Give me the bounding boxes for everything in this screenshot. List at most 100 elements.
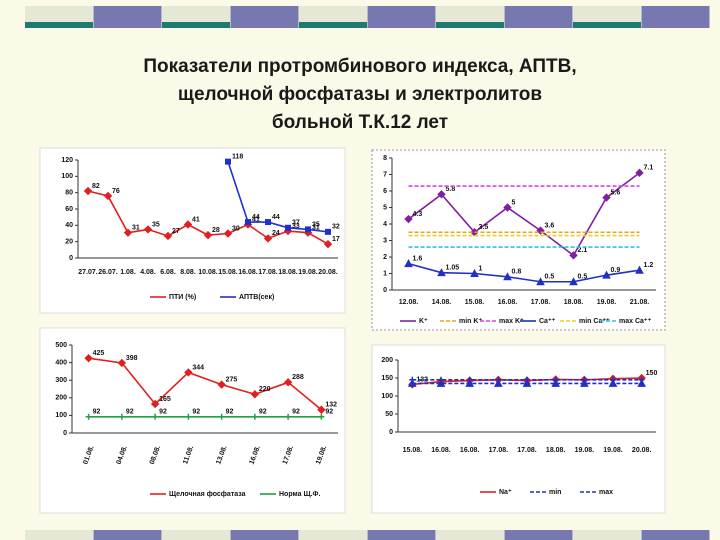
data-label: 27 xyxy=(172,228,180,235)
legend-label: Ca⁺⁺ xyxy=(539,318,556,325)
deco-block xyxy=(25,530,93,540)
marker xyxy=(218,413,225,420)
x-tick-label: 16.08. xyxy=(431,447,451,454)
marker xyxy=(569,251,578,260)
data-label: 1 xyxy=(479,265,483,272)
data-label: 344 xyxy=(192,364,204,371)
marker xyxy=(103,191,113,201)
series-line xyxy=(408,172,640,257)
data-label: 92 xyxy=(192,409,200,416)
deco-block xyxy=(436,530,504,540)
legend-label: АПТВ(сек) xyxy=(239,294,274,301)
marker xyxy=(85,413,92,420)
deco-block xyxy=(367,6,436,28)
marker xyxy=(581,376,588,383)
x-tick-label: 19.08. xyxy=(597,299,617,306)
marker xyxy=(466,376,473,383)
deco-block xyxy=(162,530,230,540)
x-tick-label: 16.08. xyxy=(498,299,518,306)
y-tick-label: 40 xyxy=(65,222,73,229)
marker xyxy=(552,376,559,383)
marker xyxy=(536,277,545,286)
y-tick-label: 0 xyxy=(63,430,67,437)
data-label: 32 xyxy=(332,224,340,231)
marker xyxy=(407,378,417,387)
data-label: 31 xyxy=(312,225,320,232)
data-label: 76 xyxy=(112,188,120,195)
marker xyxy=(183,220,193,229)
deco-block xyxy=(230,6,299,28)
marker xyxy=(409,376,416,383)
data-label: 92 xyxy=(93,409,101,416)
marker xyxy=(117,358,127,368)
y-tick-label: 8 xyxy=(383,155,387,162)
data-label: 1.6 xyxy=(413,255,423,262)
legend-label: max K⁺ xyxy=(499,318,524,325)
data-label: 150 xyxy=(646,370,658,377)
marker xyxy=(265,219,271,226)
legend-label: Na⁺ xyxy=(499,489,512,496)
x-tick-label: 14.08. xyxy=(432,299,452,306)
marker xyxy=(602,193,611,202)
legend-label: min xyxy=(549,489,561,496)
legend-label: K⁺ xyxy=(419,318,428,325)
marker xyxy=(123,228,133,237)
data-label: 1.2 xyxy=(644,262,654,269)
x-tick-label: 20.08. xyxy=(318,269,338,276)
x-tick-label: 19.08. xyxy=(298,269,318,276)
data-label: 35 xyxy=(152,221,160,228)
chart-frame xyxy=(371,149,666,331)
deco-block xyxy=(230,530,299,540)
marker xyxy=(143,225,153,234)
data-label: 0.9 xyxy=(611,267,621,274)
deco-block xyxy=(299,530,367,540)
marker xyxy=(610,376,616,383)
data-label: 5.8 xyxy=(446,186,456,193)
marker xyxy=(203,230,213,240)
deco-block xyxy=(367,530,436,540)
y-tick-label: 4 xyxy=(383,221,387,228)
data-label: 7.1 xyxy=(644,165,654,172)
x-tick-label: 10.08. xyxy=(198,269,218,276)
marker xyxy=(323,239,333,249)
x-tick-label: 17.08. xyxy=(489,447,509,454)
x-tick-label: 15.08. xyxy=(218,269,238,276)
x-tick-label: 20.08. xyxy=(632,447,652,454)
x-tick-label: 19.08. xyxy=(575,447,595,454)
x-tick-label: 6.08. xyxy=(160,269,176,276)
deco-block xyxy=(573,530,641,540)
deco-strip xyxy=(299,22,367,28)
y-tick-label: 20 xyxy=(65,239,73,246)
series-line xyxy=(408,262,640,283)
data-label: 3.6 xyxy=(545,222,555,229)
marker xyxy=(635,265,644,274)
y-tick-label: 1 xyxy=(383,270,387,277)
deco-strip xyxy=(573,22,641,28)
data-label: 92 xyxy=(292,409,300,416)
data-label: 28 xyxy=(212,227,220,234)
deco-block xyxy=(93,6,162,28)
marker xyxy=(305,226,311,233)
deco-strip xyxy=(436,22,504,28)
data-label: 275 xyxy=(226,376,238,383)
x-tick-label: 16.08. xyxy=(460,447,480,454)
data-label: 92 xyxy=(159,409,167,416)
x-tick-label: 17.08. xyxy=(531,299,551,306)
chart-frame xyxy=(39,147,346,314)
marker xyxy=(250,390,260,399)
data-label: 398 xyxy=(126,355,138,362)
marker xyxy=(118,413,125,420)
x-tick-label: 18.08. xyxy=(278,269,298,276)
marker xyxy=(438,376,444,383)
y-tick-label: 100 xyxy=(381,393,393,400)
data-label: 37 xyxy=(292,220,300,227)
data-label: 44 xyxy=(272,214,280,221)
y-tick-label: 500 xyxy=(55,342,67,349)
marker xyxy=(283,378,293,387)
marker xyxy=(470,268,479,277)
x-tick-label: 18.08. xyxy=(564,299,584,306)
marker xyxy=(217,380,226,389)
x-tick-label: 17.08. xyxy=(517,447,537,454)
marker xyxy=(285,224,291,231)
decoration xyxy=(25,6,710,540)
